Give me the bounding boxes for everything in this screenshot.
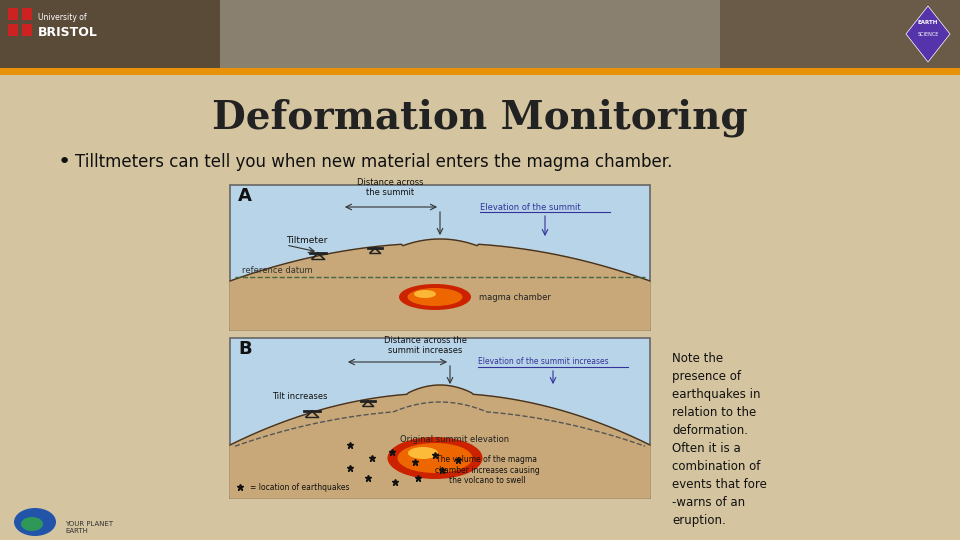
Text: Tilt increases: Tilt increases	[272, 392, 327, 401]
Text: BRISTOL: BRISTOL	[38, 25, 98, 38]
Ellipse shape	[408, 447, 438, 459]
Bar	[22, 8, 32, 20]
Bar	[0, 0, 960, 68]
Bar	[22, 24, 32, 36]
Text: Tilltmeters can tell you when new material enters the magma chamber.: Tilltmeters can tell you when new materi…	[75, 153, 672, 171]
Bar	[720, 0, 960, 68]
Text: A: A	[238, 187, 252, 205]
Ellipse shape	[21, 517, 43, 531]
Ellipse shape	[407, 288, 463, 306]
Ellipse shape	[414, 290, 436, 298]
Text: Elevation of the summit: Elevation of the summit	[480, 202, 581, 212]
Polygon shape	[230, 385, 650, 498]
Bar	[220, 0, 720, 68]
Text: Elevation of the summit increases: Elevation of the summit increases	[478, 357, 609, 367]
Bar	[230, 185, 650, 330]
Polygon shape	[906, 6, 950, 62]
Text: Deformation Monitoring: Deformation Monitoring	[212, 99, 748, 137]
Ellipse shape	[397, 443, 472, 473]
Bar	[8, 24, 18, 36]
Text: University of: University of	[38, 14, 86, 23]
Text: SCIENCE: SCIENCE	[918, 32, 939, 37]
Polygon shape	[230, 239, 650, 330]
Text: YOUR PLANET: YOUR PLANET	[65, 521, 113, 527]
Text: EARTH: EARTH	[918, 20, 938, 25]
Ellipse shape	[14, 508, 56, 536]
Bar	[0, 0, 220, 68]
Ellipse shape	[388, 437, 483, 479]
Ellipse shape	[399, 284, 471, 310]
Text: = location of earthquakes: = location of earthquakes	[250, 483, 349, 491]
Text: EARTH: EARTH	[65, 528, 88, 534]
Text: Distance across
the summit: Distance across the summit	[357, 178, 423, 197]
Bar	[8, 8, 18, 20]
Text: The volume of the magma
chamber increases causing
the volcano to swell: The volume of the magma chamber increase…	[435, 455, 540, 485]
Bar	[0, 68, 960, 75]
Text: Tiltmeter: Tiltmeter	[286, 236, 327, 245]
Text: Note the
presence of
earthquakes in
relation to the
deformation.
Often it is a
c: Note the presence of earthquakes in rela…	[672, 352, 767, 527]
Text: magma chamber: magma chamber	[479, 294, 551, 302]
Text: Original summit elevation: Original summit elevation	[400, 435, 510, 444]
Text: B: B	[238, 340, 252, 358]
Text: •: •	[58, 152, 71, 172]
Text: reference datum: reference datum	[242, 266, 313, 275]
Bar	[230, 338, 650, 498]
Text: Distance across the
summit increases: Distance across the summit increases	[383, 335, 467, 355]
